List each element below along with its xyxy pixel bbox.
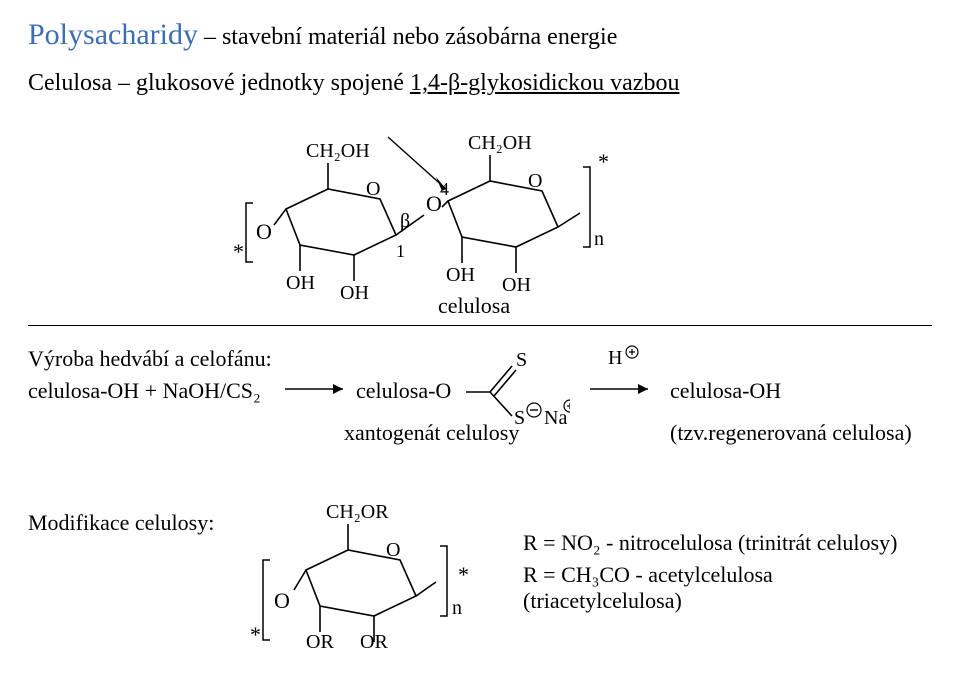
- svg-text:*: *: [598, 149, 609, 174]
- cellulose-svg: * O CH₂OH O OH OH 1 β: [28, 107, 928, 317]
- svg-text:O: O: [528, 170, 542, 192]
- svg-text:*: *: [250, 622, 261, 647]
- xanthate-group: S S Na: [460, 348, 570, 428]
- title-rest: stavební materiál nebo zásobárna energie: [222, 24, 617, 50]
- reactants: celulosa-OH + NaOH/CS₂: [28, 378, 261, 404]
- svg-text:H: H: [608, 347, 622, 369]
- svg-text:O: O: [386, 539, 400, 561]
- cellulose-diagram: * O CH₂OH O OH OH 1 β: [28, 107, 928, 317]
- svg-text:*: *: [458, 562, 469, 587]
- svg-text:OH: OH: [286, 272, 315, 294]
- celulosa-oh-prod: celulosa-OH: [670, 378, 781, 404]
- modifikace-label: Modifikace celulosy:: [28, 510, 214, 536]
- xantogenat-label: xantogenát celulosy: [344, 420, 519, 446]
- celulosa-o-label: celulosa-O: [356, 378, 451, 404]
- h-plus: H: [608, 344, 648, 375]
- subhead: Celulosa – glukosové jednotky spojené 1,…: [28, 70, 932, 97]
- svg-text:O: O: [274, 588, 290, 613]
- arrow-2: [588, 374, 658, 404]
- svg-text:O: O: [256, 219, 272, 244]
- svg-text:1: 1: [396, 241, 405, 261]
- svg-text:β: β: [400, 210, 410, 232]
- title-main: Polysacharidy: [28, 18, 198, 51]
- svg-text:O: O: [366, 178, 380, 200]
- svg-text:*: *: [233, 239, 244, 264]
- modification-section: Modifikace celulosy: * O CH₂OR O OR OR n: [28, 490, 928, 650]
- svg-text:OR: OR: [306, 631, 334, 650]
- title-dash: –: [204, 24, 216, 50]
- cellulose-caption: celulosa: [438, 293, 510, 317]
- svg-text:n: n: [594, 228, 604, 250]
- modified-ring: * O CH₂OR O OR OR n *: [248, 490, 508, 650]
- svg-text:OH: OH: [446, 264, 475, 286]
- vyroba-label: Výroba hedvábí a celofánu:: [28, 346, 272, 372]
- svg-text:n: n: [452, 597, 462, 619]
- arrow-1: [283, 374, 353, 404]
- page-title: Polysacharidy – stavební materiál nebo z…: [28, 18, 932, 52]
- regen-label: (tzv.regenerovaná celulosa): [670, 420, 912, 446]
- subhead-prefix: Celulosa – glukosové jednotky spojené: [28, 70, 410, 96]
- xanthate-section: Výroba hedvábí a celofánu: celulosa-OH +…: [28, 340, 928, 480]
- svg-text:CH₂OR: CH₂OR: [326, 501, 389, 523]
- r-acetyl: R = CH₃CO - acetylcelulosa (triacetylcel…: [523, 562, 928, 614]
- svg-text:OR: OR: [360, 631, 388, 650]
- section-divider: [28, 325, 932, 326]
- svg-text:CH₂OH: CH₂OH: [468, 132, 532, 154]
- subhead-underlined: 1,4-β-glykosidickou vazbou: [410, 70, 680, 96]
- svg-text:S: S: [516, 349, 527, 371]
- svg-text:Na: Na: [544, 407, 567, 428]
- svg-text:CH₂OH: CH₂OH: [306, 140, 370, 162]
- r-nitro: R = NO₂ - nitrocelulosa (trinitrát celul…: [523, 530, 897, 556]
- svg-text:OH: OH: [340, 282, 369, 304]
